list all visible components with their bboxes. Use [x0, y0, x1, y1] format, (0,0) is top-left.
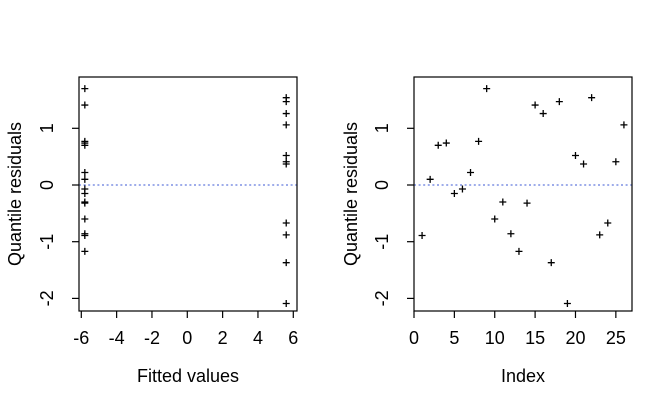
x-tick-label: 25: [606, 328, 626, 348]
y-tick-label: 0: [372, 180, 392, 190]
data-point-marker: [563, 300, 571, 308]
data-point-marker: [604, 219, 612, 227]
data-point-marker: [282, 121, 290, 129]
data-point-marker: [475, 137, 483, 145]
data-point-marker: [81, 101, 89, 109]
data-point-marker: [531, 101, 539, 109]
data-point-marker: [81, 215, 89, 223]
data-point-marker: [580, 160, 588, 168]
x-axis-title: Fitted values: [137, 366, 239, 386]
data-point-marker: [282, 94, 290, 102]
data-point-marker: [81, 230, 89, 238]
data-point-marker: [467, 169, 475, 177]
y-tick-label: -2: [372, 290, 392, 306]
index-plot: 0 5 10 15 20 25 -2 -1 0 1 Index Quantile residual…: [341, 76, 633, 386]
data-point-marker: [282, 300, 290, 308]
plot-box: [413, 76, 633, 312]
data-point-marker: [539, 110, 547, 118]
data-point-marker: [81, 175, 89, 183]
data-point-marker: [282, 110, 290, 118]
y-tick-label: 1: [37, 123, 57, 133]
data-point-marker: [458, 185, 466, 193]
x-tick-label: 10: [485, 328, 505, 348]
data-point-marker: [499, 198, 507, 206]
x-tick-label: 4: [253, 328, 263, 348]
y-tick-label: -1: [372, 234, 392, 250]
data-point-marker: [282, 259, 290, 267]
y-tick-label: -2: [37, 290, 57, 306]
data-point-marker: [282, 152, 290, 160]
x-tick-label: -6: [73, 328, 89, 348]
y-axis-title: Quantile residuals: [5, 122, 25, 266]
data-point-marker: [491, 215, 499, 223]
plot-area: 0 5 10 15 20 25 -2 -1 0 1: [372, 76, 633, 348]
data-point-marker: [515, 247, 523, 255]
data-point-marker: [483, 85, 491, 93]
x-tick-label: -2: [144, 328, 160, 348]
data-point-marker: [426, 175, 434, 183]
data-point-marker: [547, 259, 555, 267]
data-point-marker: [81, 169, 89, 177]
data-point-marker: [418, 231, 426, 239]
data-point-marker: [596, 231, 604, 239]
x-tick-label: -4: [109, 328, 125, 348]
y-tick-label: -1: [37, 234, 57, 250]
x-axis-title: Index: [501, 366, 545, 386]
data-point-marker: [282, 231, 290, 239]
data-point-marker: [81, 137, 89, 145]
data-point-marker: [555, 98, 563, 106]
data-point-marker: [620, 121, 628, 129]
data-point-marker: [612, 158, 620, 166]
data-point-marker: [282, 158, 290, 166]
x-tick-label: 20: [565, 328, 585, 348]
x-tick-label: 0: [409, 328, 419, 348]
y-tick-label: 1: [372, 123, 392, 133]
data-point-marker: [81, 247, 89, 255]
x-tick-label: 15: [525, 328, 545, 348]
data-point-marker: [442, 139, 450, 147]
data-point-marker: [450, 190, 458, 198]
plot-box: [78, 76, 298, 312]
y-axis-title: Quantile residuals: [341, 122, 361, 266]
data-point-marker: [81, 185, 89, 193]
data-point-marker: [571, 152, 579, 160]
x-tick-label: 6: [288, 328, 298, 348]
data-point-marker: [282, 219, 290, 227]
x-tick-label: 0: [182, 328, 192, 348]
data-point-marker: [434, 141, 442, 149]
data-point-marker: [81, 199, 89, 207]
data-point-marker: [507, 230, 515, 238]
x-tick-label: 2: [218, 328, 228, 348]
x-tick-label: 5: [449, 328, 459, 348]
data-point-marker: [588, 94, 596, 102]
fitted-values-plot: -6 -4 -2 0 2 4 6 -2 -1 0 1 Fitted values Quantile …: [5, 76, 298, 386]
plot-area: -6 -4 -2 0 2 4 6 -2 -1 0 1: [37, 76, 298, 348]
y-tick-label: 0: [37, 180, 57, 190]
data-point-marker: [523, 199, 531, 207]
data-point-marker: [81, 85, 89, 93]
